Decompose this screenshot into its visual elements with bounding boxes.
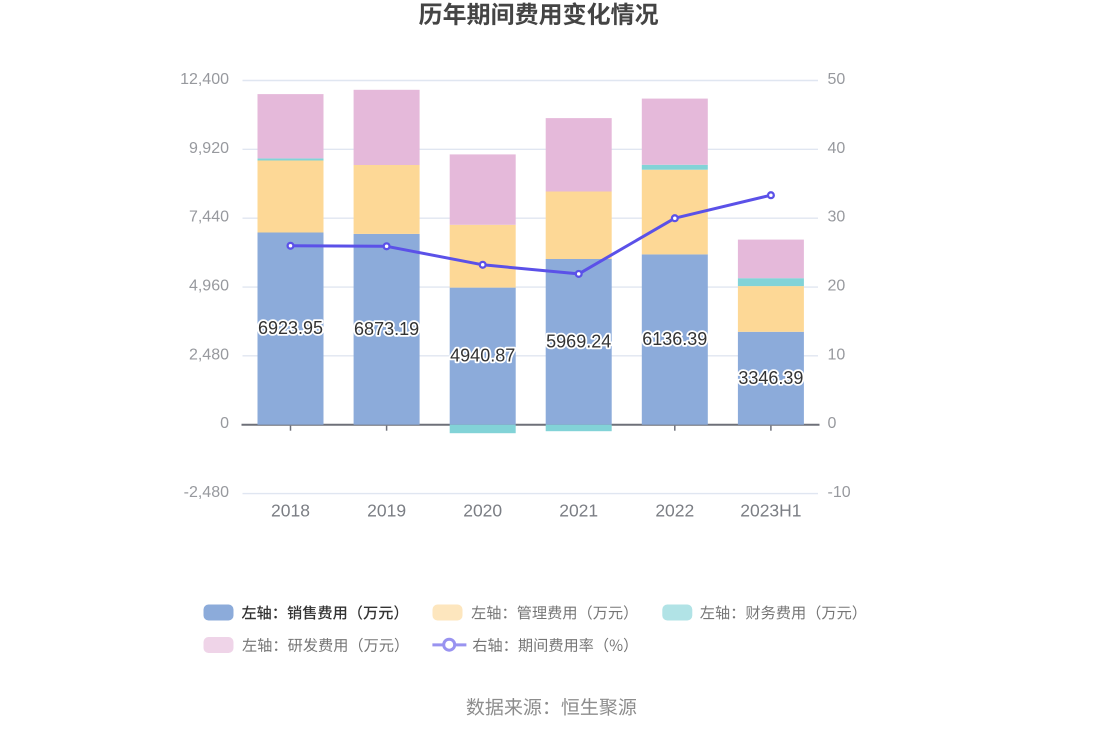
- svg-text:40: 40: [828, 140, 846, 157]
- svg-text:5969.24: 5969.24: [546, 332, 611, 352]
- svg-text:-10: -10: [828, 484, 851, 501]
- svg-text:2022: 2022: [655, 501, 694, 521]
- svg-text:0: 0: [220, 415, 229, 432]
- svg-text:30: 30: [828, 209, 846, 226]
- svg-text:2018: 2018: [271, 501, 310, 521]
- svg-text:9,920: 9,920: [189, 140, 229, 157]
- svg-text:6873.19: 6873.19: [354, 319, 419, 339]
- svg-text:7,440: 7,440: [189, 209, 229, 226]
- svg-text:4,960: 4,960: [189, 277, 229, 294]
- svg-text:10: 10: [828, 346, 846, 363]
- svg-text:2023H1: 2023H1: [740, 501, 801, 521]
- svg-text:3346.39: 3346.39: [738, 368, 803, 388]
- svg-text:2019: 2019: [367, 501, 406, 521]
- svg-text:0: 0: [828, 415, 837, 432]
- svg-text:2021: 2021: [559, 501, 598, 521]
- svg-text:2,480: 2,480: [189, 346, 229, 363]
- svg-text:-2,480: -2,480: [184, 484, 229, 501]
- svg-text:2020: 2020: [463, 501, 502, 521]
- svg-text:20: 20: [828, 277, 846, 294]
- svg-text:12,400: 12,400: [180, 71, 229, 88]
- svg-text:4940.87: 4940.87: [450, 346, 515, 366]
- svg-text:50: 50: [828, 71, 846, 88]
- svg-text:6923.95: 6923.95: [258, 318, 323, 338]
- svg-text:6136.39: 6136.39: [642, 329, 707, 349]
